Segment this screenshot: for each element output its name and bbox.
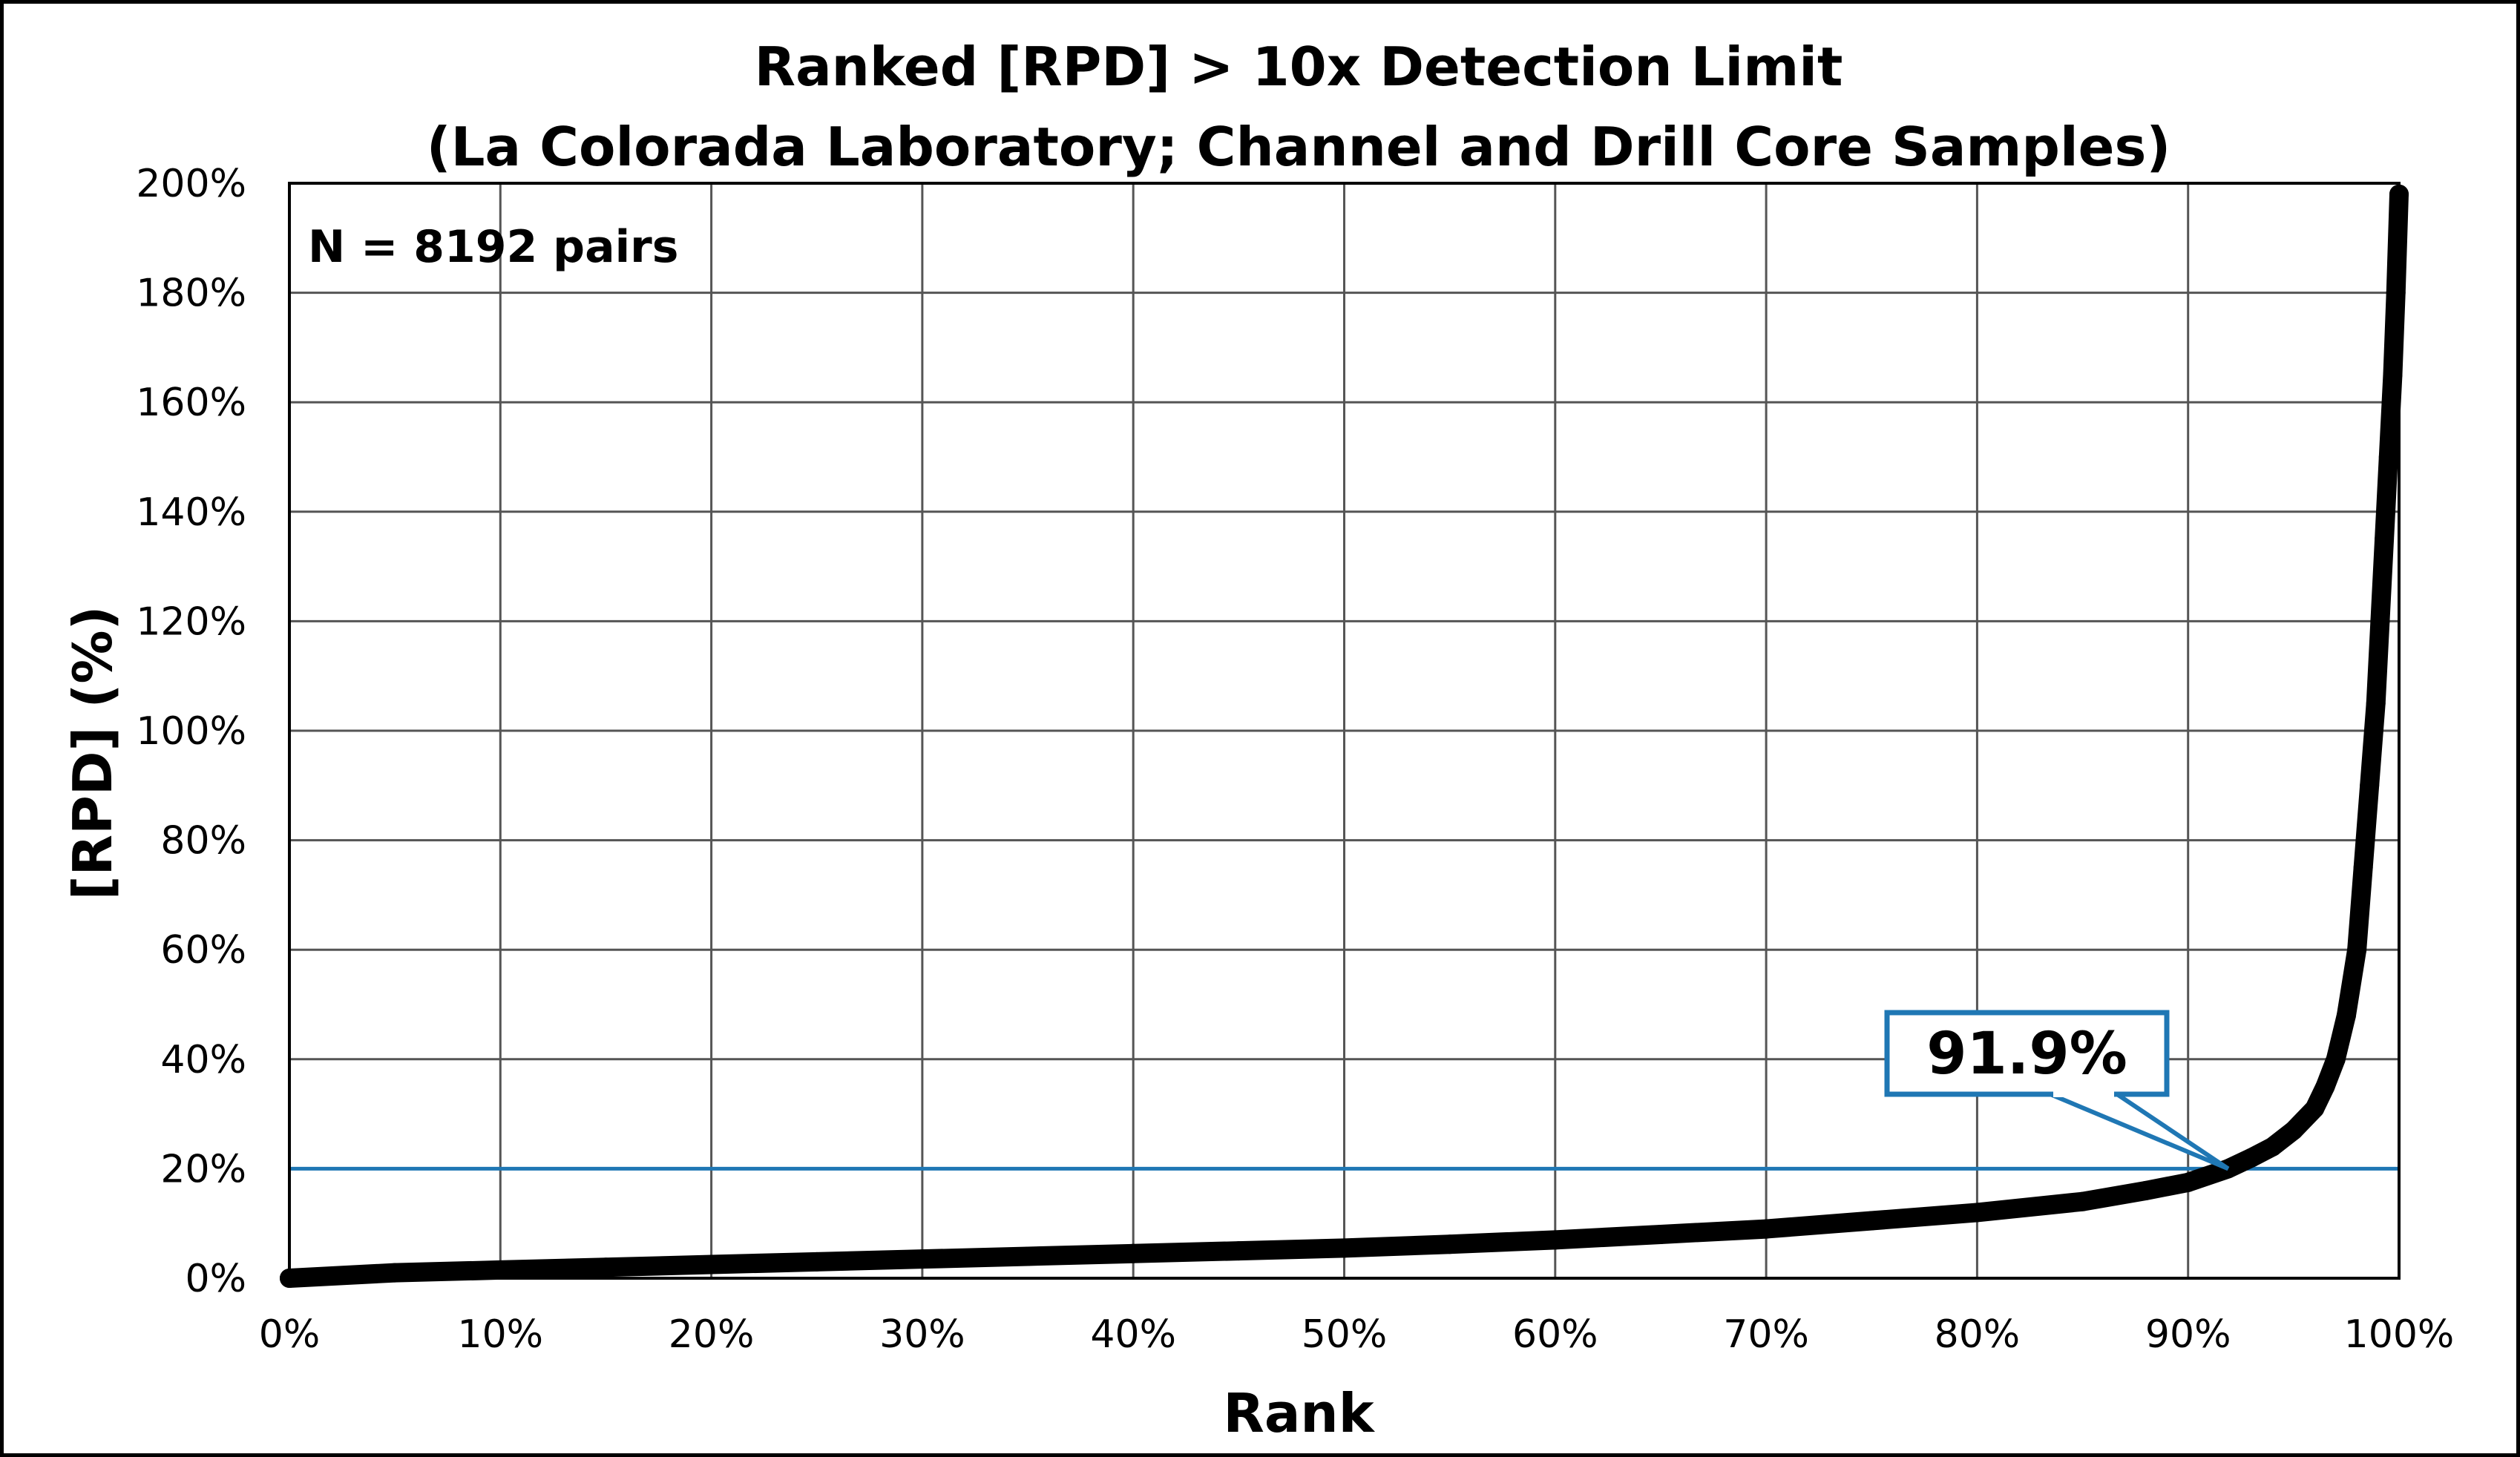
data-point xyxy=(1756,1219,1776,1239)
data-point xyxy=(490,1260,511,1280)
x-axis-title: Rank xyxy=(1223,1382,1375,1444)
plot-area-border xyxy=(288,182,2401,1280)
x-tick-label: 80% xyxy=(1935,1312,2021,1357)
data-point xyxy=(2178,1172,2198,1192)
y-tick-label: 20% xyxy=(160,1147,246,1191)
data-point xyxy=(2315,1076,2335,1096)
data-point xyxy=(2353,858,2373,878)
x-tick-label: 40% xyxy=(1090,1312,1176,1357)
gridlines xyxy=(288,182,2401,1280)
data-point xyxy=(1650,1224,1670,1244)
y-tick-label: 40% xyxy=(160,1038,246,1082)
sample-count-note: N = 8192 pairs xyxy=(308,221,678,273)
x-tick-label: 60% xyxy=(1512,1312,1598,1357)
y-tick-label: 60% xyxy=(160,928,246,973)
data-point xyxy=(1440,1234,1460,1254)
data-point xyxy=(1123,1243,1143,1263)
series-line xyxy=(280,184,2409,1288)
data-point xyxy=(1862,1211,1882,1231)
data-point xyxy=(2305,1099,2325,1119)
data-point xyxy=(701,1254,721,1275)
data-point xyxy=(2136,1180,2156,1200)
data-point xyxy=(1229,1241,1249,1261)
data-point xyxy=(2283,1120,2303,1140)
x-tick-label: 0% xyxy=(259,1312,321,1357)
data-point xyxy=(1018,1246,1038,1266)
data-point xyxy=(2326,1049,2346,1069)
data-point xyxy=(912,1249,932,1269)
y-tick-label: 180% xyxy=(136,272,246,316)
y-tick-label: 120% xyxy=(136,599,246,644)
callout-box xyxy=(1884,1010,2170,1097)
rpd-chart: 0% 10% 20% 30% 40% 50% 60% 70% 80% 90% 100% 0% 20% 40… xyxy=(62,36,2454,1444)
data-point xyxy=(2360,775,2380,795)
y-tick-label: 160% xyxy=(136,381,246,425)
x-tick-label: 100% xyxy=(2344,1312,2455,1357)
data-point xyxy=(596,1257,616,1277)
y-tick-label: 0% xyxy=(186,1257,247,1301)
data-point xyxy=(1545,1230,1565,1250)
data-point xyxy=(2386,283,2406,303)
x-tick-label: 70% xyxy=(1723,1312,1809,1357)
y-tick-label: 80% xyxy=(160,819,246,864)
y-axis-title: [RPD] (%) xyxy=(62,606,124,901)
data-point xyxy=(2241,1148,2261,1168)
series-group xyxy=(280,184,2409,1288)
chart-subtitle: (La Colorada Laboratory; Channel and Dri… xyxy=(427,116,2171,178)
x-tick-label: 50% xyxy=(1302,1312,1388,1357)
data-point xyxy=(807,1252,827,1272)
y-tick-label: 200% xyxy=(136,162,246,206)
data-point xyxy=(2366,694,2386,714)
data-point xyxy=(2378,447,2398,467)
chart-title: Ranked [RPD] > 10x Detection Limit xyxy=(755,36,1843,98)
data-point xyxy=(2347,940,2367,960)
data-point xyxy=(2383,365,2403,385)
data-point xyxy=(2263,1137,2283,1157)
callout-group: 91.9% xyxy=(1884,1010,2230,1171)
callout-label: 91.9% xyxy=(1926,1021,2127,1088)
data-point xyxy=(2336,1005,2356,1025)
y-tick-label: 100% xyxy=(136,709,246,754)
x-tick-label: 10% xyxy=(458,1312,544,1357)
data-point xyxy=(2375,529,2395,549)
labels: Ranked [RPD] > 10x Detection Limit (La C… xyxy=(62,36,2170,1444)
x-tick-label: 30% xyxy=(879,1312,965,1357)
data-point xyxy=(2370,611,2390,631)
data-point xyxy=(2073,1191,2093,1211)
axes: 0% 10% 20% 30% 40% 50% 60% 70% 80% 90% 100% 0% 20% 40… xyxy=(136,162,2454,1357)
callout-pointer xyxy=(2049,1092,2230,1171)
x-tick-label: 90% xyxy=(2145,1312,2231,1357)
x-tick-label: 20% xyxy=(669,1312,755,1357)
data-point xyxy=(1334,1238,1354,1258)
y-tick-label: 140% xyxy=(136,490,246,535)
data-point xyxy=(1967,1203,1987,1223)
